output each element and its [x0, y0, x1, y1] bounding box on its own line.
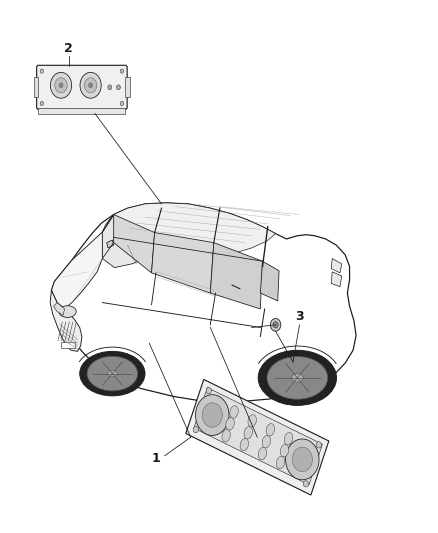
- Ellipse shape: [195, 394, 229, 435]
- Ellipse shape: [80, 72, 101, 98]
- Polygon shape: [114, 215, 155, 273]
- Bar: [61, 342, 74, 348]
- Ellipse shape: [226, 418, 234, 430]
- Ellipse shape: [202, 403, 223, 427]
- Ellipse shape: [80, 351, 145, 396]
- Ellipse shape: [286, 439, 319, 480]
- Polygon shape: [53, 303, 64, 316]
- Ellipse shape: [248, 415, 256, 427]
- Polygon shape: [102, 203, 276, 259]
- Circle shape: [273, 321, 278, 328]
- Polygon shape: [107, 240, 114, 248]
- Bar: [34, 77, 39, 97]
- Ellipse shape: [117, 85, 120, 90]
- Ellipse shape: [240, 439, 248, 451]
- Polygon shape: [152, 232, 214, 293]
- Polygon shape: [210, 243, 262, 309]
- Polygon shape: [331, 259, 342, 273]
- Ellipse shape: [59, 83, 63, 88]
- Ellipse shape: [267, 357, 328, 399]
- Text: 3: 3: [295, 310, 304, 324]
- Text: 2: 2: [64, 42, 73, 55]
- Circle shape: [120, 101, 124, 106]
- Polygon shape: [194, 387, 322, 485]
- Ellipse shape: [291, 374, 303, 382]
- Ellipse shape: [258, 350, 336, 406]
- Circle shape: [270, 318, 281, 331]
- Polygon shape: [260, 261, 279, 301]
- Ellipse shape: [284, 432, 293, 445]
- Ellipse shape: [292, 447, 312, 472]
- Bar: [125, 77, 130, 97]
- Circle shape: [40, 101, 44, 106]
- Polygon shape: [50, 290, 82, 351]
- Circle shape: [303, 481, 308, 487]
- Ellipse shape: [50, 72, 72, 98]
- Polygon shape: [186, 379, 329, 495]
- Bar: [39, 108, 125, 114]
- Ellipse shape: [230, 406, 238, 418]
- Ellipse shape: [88, 83, 92, 88]
- Ellipse shape: [266, 424, 275, 436]
- Polygon shape: [51, 203, 356, 402]
- Ellipse shape: [280, 445, 289, 457]
- Ellipse shape: [222, 430, 230, 442]
- Ellipse shape: [244, 426, 252, 439]
- Ellipse shape: [262, 435, 271, 448]
- Polygon shape: [97, 215, 152, 268]
- Polygon shape: [51, 232, 102, 309]
- Circle shape: [40, 69, 44, 73]
- Ellipse shape: [55, 78, 67, 93]
- Polygon shape: [331, 272, 342, 287]
- FancyBboxPatch shape: [37, 65, 127, 109]
- Ellipse shape: [59, 306, 76, 317]
- Circle shape: [206, 387, 211, 394]
- Ellipse shape: [107, 370, 117, 377]
- Ellipse shape: [85, 78, 97, 93]
- Text: 1: 1: [152, 452, 160, 465]
- Ellipse shape: [108, 85, 112, 90]
- Ellipse shape: [258, 447, 267, 460]
- Ellipse shape: [87, 357, 138, 391]
- Circle shape: [120, 69, 124, 73]
- Ellipse shape: [276, 456, 285, 469]
- Circle shape: [193, 426, 198, 433]
- Circle shape: [316, 442, 321, 448]
